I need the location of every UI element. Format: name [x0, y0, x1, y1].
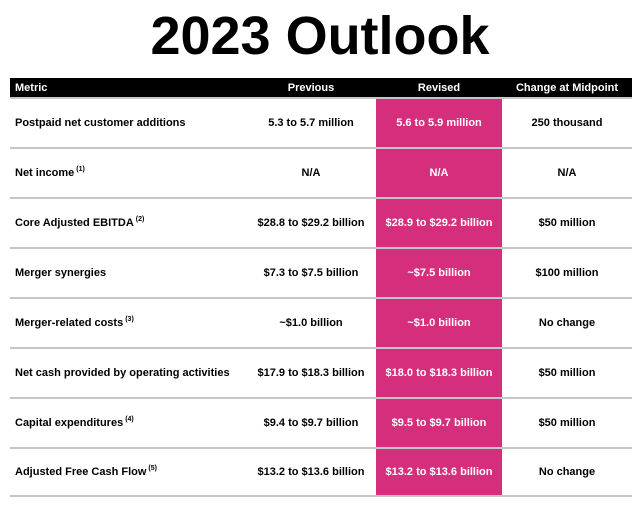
table-row: Postpaid net customer additions 5.3 to 5…: [10, 97, 632, 147]
table-body: Postpaid net customer additions 5.3 to 5…: [10, 97, 632, 497]
table-row: Capital expenditures (4) $9.4 to $9.7 bil…: [10, 397, 632, 447]
revised-value-cell: $18.0 to $18.3 billion: [376, 349, 502, 397]
column-header-metric: Metric: [15, 81, 48, 94]
previous-value-cell: $13.2 to $13.6 billion: [257, 466, 365, 478]
previous-value-cell: $9.4 to $9.7 billion: [263, 417, 359, 429]
revised-value-cell: $13.2 to $13.6 billion: [376, 449, 502, 495]
revised-value-cell: $9.5 to $9.7 billion: [376, 399, 502, 447]
previous-value-cell: $28.8 to $29.2 billion: [257, 217, 365, 229]
previous-value-cell: 5.3 to 5.7 million: [268, 117, 354, 129]
table-row: Net income (1) N/A N/A N/A: [10, 147, 632, 197]
table-row: Core Adjusted EBITDA (2) $28.8 to $29.2 b…: [10, 197, 632, 247]
metric-cell: Adjusted Free Cash Flow (5): [10, 449, 246, 495]
outlook-table: Metric Previous Revised Change at Midpoi…: [10, 78, 632, 497]
metric-cell: Capital expenditures (4): [10, 399, 246, 447]
change-value-cell: $50 million: [538, 217, 596, 229]
metric-label: Net cash provided by operating activitie…: [15, 367, 230, 379]
metric-cell: Core Adjusted EBITDA (2): [10, 199, 246, 247]
change-value-cell: $100 million: [535, 267, 599, 279]
metric-label: Capital expenditures: [15, 417, 124, 429]
change-value-cell: N/A: [557, 167, 577, 179]
table-header-row: Metric Previous Revised Change at Midpoi…: [10, 78, 632, 97]
metric-label: Merger synergies: [15, 267, 107, 279]
table-row: Net cash provided by operating activitie…: [10, 347, 632, 397]
footnote-ref: (4): [125, 415, 134, 423]
metric-cell: Net income (1): [10, 149, 246, 197]
previous-value-cell: $17.9 to $18.3 billion: [257, 367, 365, 379]
metric-cell: Net cash provided by operating activitie…: [10, 349, 246, 397]
metric-cell: Postpaid net customer additions: [10, 99, 246, 147]
footnote-ref: (5): [148, 464, 157, 472]
metric-label: Core Adjusted EBITDA: [15, 217, 134, 229]
change-value-cell: 250 thousand: [531, 117, 603, 129]
page-title: 2023 Outlook: [150, 6, 490, 66]
metric-label: Postpaid net customer additions: [15, 117, 186, 129]
previous-value-cell: N/A: [301, 167, 321, 179]
revised-value-cell: 5.6 to 5.9 million: [376, 99, 502, 147]
metric-cell: Merger-related costs (3): [10, 299, 246, 347]
table-row: Adjusted Free Cash Flow (5) $13.2 to $13.…: [10, 447, 632, 497]
column-header-revised: Revised: [417, 81, 461, 94]
footnote-ref: (1): [76, 165, 85, 173]
column-header-previous: Previous: [287, 81, 335, 94]
footnote-ref: (2): [135, 215, 145, 223]
metric-label: Adjusted Free Cash Flow: [15, 466, 147, 478]
change-value-cell: $50 million: [538, 417, 596, 429]
revised-value-cell: $28.9 to $29.2 billion: [376, 199, 502, 247]
metric-cell: Merger synergies: [10, 249, 246, 297]
metric-label: Merger-related costs: [15, 317, 124, 329]
table-row: Merger synergies $7.3 to $7.5 billion ~$…: [10, 247, 632, 297]
change-value-cell: $50 million: [538, 367, 596, 379]
previous-value-cell: ~$1.0 billion: [279, 317, 343, 329]
revised-value-cell: ~$7.5 billion: [376, 249, 502, 297]
change-value-cell: No change: [538, 466, 596, 478]
metric-label: Net income: [15, 167, 75, 179]
column-header-change: Change at Midpoint: [515, 81, 619, 94]
revised-value-cell: N/A: [376, 149, 502, 197]
previous-value-cell: $7.3 to $7.5 billion: [263, 267, 359, 279]
change-value-cell: No change: [538, 317, 596, 329]
revised-value-cell: ~$1.0 billion: [376, 299, 502, 347]
table-row: Merger-related costs (3) ~$1.0 billion ~$…: [10, 297, 632, 347]
footnote-ref: (3): [125, 315, 134, 323]
